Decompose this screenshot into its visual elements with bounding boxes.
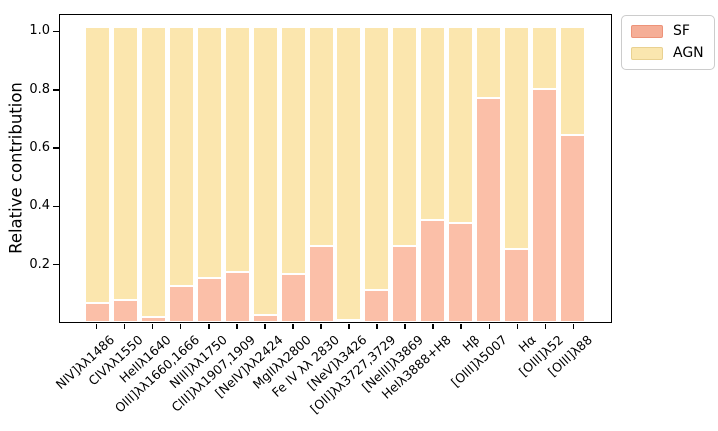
y-tick-mark [53, 147, 59, 149]
bar-segment-sf [112, 300, 138, 322]
bar-segment-sf [532, 89, 557, 322]
bar-segment-agn [504, 26, 530, 249]
bar-segment-agn [308, 26, 334, 246]
x-tick-mark [544, 324, 547, 329]
x-tick-mark [432, 324, 434, 329]
bar-segment-agn [532, 26, 557, 89]
bar-segment-sf [420, 220, 446, 322]
bars-container [85, 15, 585, 322]
x-tick-mark [488, 324, 491, 329]
bar-4 [168, 26, 194, 322]
bar-segment-agn [448, 26, 474, 223]
sf-color-swatch-icon [631, 25, 663, 38]
bar-segment-sf [476, 98, 502, 322]
bar-segment-sf [196, 278, 222, 322]
bar-13 [420, 26, 446, 322]
bar-segment-agn [364, 26, 390, 290]
legend: SF AGN [621, 15, 715, 70]
bar-11 [364, 26, 390, 322]
bar-segment-agn [420, 26, 446, 220]
legend-row-agn: AGN [631, 46, 704, 61]
x-tick-mark [292, 324, 294, 329]
bar-segment-sf [559, 135, 585, 322]
x-tick-mark [264, 324, 266, 329]
bar-segment-sf [280, 274, 306, 322]
y-tick-label: 0.6 [29, 140, 50, 156]
bar-segment-sf [224, 272, 250, 322]
x-tick-mark [348, 324, 350, 329]
bar-segment-agn [85, 26, 110, 303]
x-tick-mark [95, 324, 98, 329]
bar-12 [392, 26, 418, 322]
bar-2 [112, 26, 138, 322]
bar-segment-agn [224, 26, 250, 272]
bar-segment-agn [112, 26, 138, 300]
bar-segment-agn [336, 26, 362, 320]
bar-segment-agn [392, 26, 418, 246]
bar-segment-sf [140, 317, 166, 322]
y-tick-mark [53, 30, 59, 33]
x-tick-mark [320, 324, 322, 329]
bar-1 [85, 26, 110, 322]
x-tick-mark [179, 324, 182, 329]
bar-segment-sf [336, 320, 362, 322]
bar-segment-agn [280, 26, 306, 274]
bar-3 [140, 26, 166, 322]
plot-area [59, 14, 612, 323]
bar-segment-sf [392, 246, 418, 322]
x-tick-mark [235, 324, 238, 329]
y-tick-label: 0.2 [29, 256, 50, 272]
agn-color-swatch-icon [631, 47, 663, 60]
x-tick-mark [123, 324, 126, 329]
bar-9 [308, 26, 334, 322]
y-tick-mark [53, 88, 59, 91]
x-tick-mark [207, 324, 210, 329]
bar-15 [476, 26, 502, 322]
y-tick-mark [53, 263, 59, 266]
x-tick-mark [151, 324, 154, 329]
bar-5 [196, 26, 222, 322]
bar-segment-agn [252, 26, 278, 315]
y-tick-label: 1.0 [29, 23, 50, 39]
x-tick-mark [460, 324, 463, 329]
bar-10 [336, 26, 362, 322]
x-tick-mark [516, 324, 519, 329]
bar-6 [224, 26, 250, 322]
bar-18 [559, 26, 585, 322]
legend-label-sf: SF [673, 23, 690, 39]
x-tick-mark [404, 324, 406, 329]
bar-segment-agn [140, 26, 166, 317]
y-tick-label: 0.4 [29, 198, 50, 214]
legend-label-agn: AGN [673, 45, 704, 61]
x-tick-mark [572, 324, 575, 329]
bar-segment-sf [448, 223, 474, 322]
bar-segment-sf [168, 286, 194, 322]
bar-segment-sf [504, 249, 530, 322]
bar-16 [504, 26, 530, 322]
bar-14 [448, 26, 474, 322]
bar-7 [252, 26, 278, 322]
x-tick-mark [376, 324, 378, 329]
bar-segment-agn [476, 26, 502, 98]
bar-segment-sf [252, 315, 278, 322]
bar-segment-agn [559, 26, 585, 135]
bar-segment-agn [196, 26, 222, 278]
legend-row-sf: SF [631, 24, 704, 39]
bar-segment-sf [308, 246, 334, 322]
bar-17 [532, 26, 557, 322]
bar-segment-sf [364, 290, 390, 322]
y-tick-mark [53, 205, 59, 208]
bar-segment-agn [168, 26, 194, 286]
y-tick-label: 0.8 [29, 81, 50, 97]
bar-segment-sf [85, 303, 110, 322]
y-axis-title: Relative contribution [6, 82, 26, 254]
bar-8 [280, 26, 306, 322]
